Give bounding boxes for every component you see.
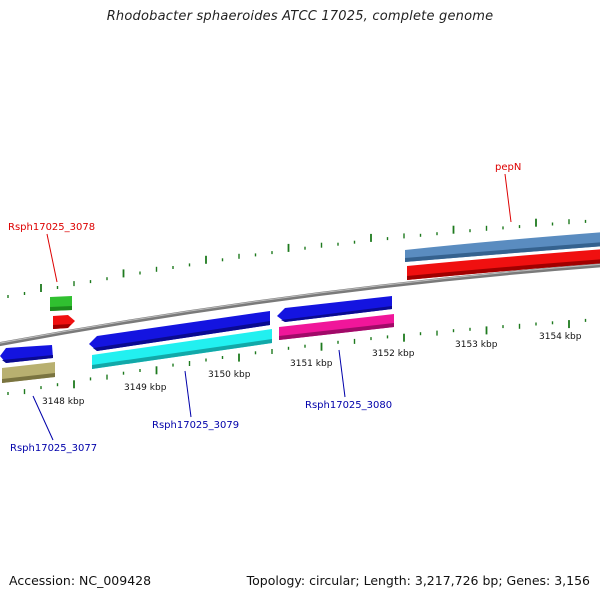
feature-shade xyxy=(93,321,270,351)
feature-shade xyxy=(407,259,600,280)
feature-shade xyxy=(50,306,72,311)
gene-label-pepn[interactable]: pepN xyxy=(495,162,521,173)
gene-label-rsph17025-3077[interactable]: Rsph17025_3077 xyxy=(10,443,97,454)
scale-label: 3148 kbp xyxy=(42,397,85,407)
outer-tick-track xyxy=(7,218,587,298)
scale-label: 3154 kbp xyxy=(539,332,582,342)
gene-label-rsph17025-3078[interactable]: Rsph17025_3078 xyxy=(8,222,95,233)
topology-text: Topology: circular; Length: 3,217,726 bp… xyxy=(246,573,590,588)
leader-rsph17025-3079 xyxy=(184,370,192,418)
gene-label-rsph17025-3079[interactable]: Rsph17025_3079 xyxy=(152,420,239,431)
feature-shade xyxy=(279,323,394,340)
backbone-highlight xyxy=(0,263,600,344)
scale-label: 3153 kbp xyxy=(455,340,498,350)
inner-tick-track xyxy=(7,318,587,395)
gene-label-rsph17025-3080[interactable]: Rsph17025_3080 xyxy=(305,400,392,411)
feature-shade xyxy=(281,306,392,322)
map-title: Rhodobacter sphaeroides ATCC 17025, comp… xyxy=(106,9,494,24)
scale-label: 3149 kbp xyxy=(124,383,167,393)
gene-rsph17025-3079-arrow[interactable] xyxy=(89,311,270,351)
accession-text: Accession: NC_009428 xyxy=(9,573,152,588)
scale-label: 3152 kbp xyxy=(372,349,415,359)
feature-shade xyxy=(2,355,53,363)
feature-shade xyxy=(53,324,71,329)
leader-pepn xyxy=(504,173,512,223)
feature-shade xyxy=(2,373,55,383)
scale-labels: 3148 kbp 3149 kbp 3150 kbp 3151 kbp 3152… xyxy=(42,332,582,407)
feature-shade xyxy=(405,242,600,262)
leader-rsph17025-3077 xyxy=(32,395,54,441)
feature-shade xyxy=(92,339,272,369)
gene-labels: Rsph17025_3078 pepN Rsph17025_3077 Rsph1… xyxy=(8,162,521,454)
genome-backbone xyxy=(0,263,600,347)
label-leaders xyxy=(32,173,512,441)
gene-rsph17025-3080-arrow[interactable] xyxy=(277,296,392,322)
scale-label: 3151 kbp xyxy=(290,359,333,369)
leader-rsph17025-3080 xyxy=(338,349,346,398)
scale-label: 3150 kbp xyxy=(208,370,251,380)
leader-rsph17025-3078 xyxy=(46,233,58,283)
